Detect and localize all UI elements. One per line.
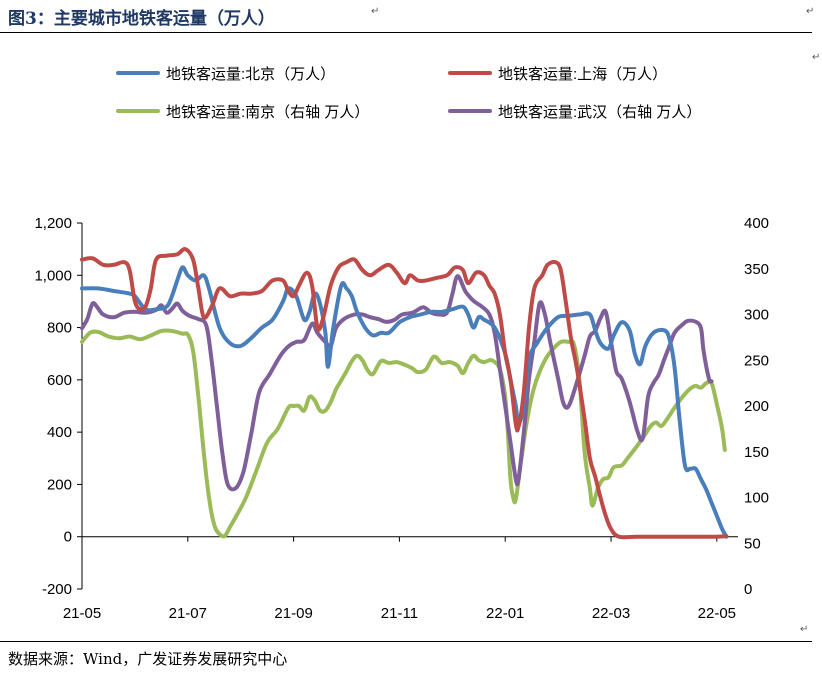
y-left-tick-label: 200 xyxy=(47,476,72,493)
x-tick-label: 21-07 xyxy=(169,605,207,622)
legend-label-wuhan: 地铁客运量:武汉（右轴 万人） xyxy=(498,104,701,121)
y-left-tick-label: -200 xyxy=(42,581,72,598)
y-left-tick-label: 400 xyxy=(47,424,72,441)
series-line-beijing xyxy=(80,265,729,539)
series-layer xyxy=(80,247,729,540)
y-right-tick-label: 150 xyxy=(744,444,769,461)
series-line-nanjing xyxy=(80,328,727,539)
y-right-tick-label: 0 xyxy=(744,581,752,598)
y-right-tick-label: 300 xyxy=(744,307,769,324)
legend: 地铁客运量:北京（万人） 地铁客运量:上海（万人） 地铁客运量:南京（右轴 万人） 地… xyxy=(116,66,701,121)
y-right-tick-label: 50 xyxy=(744,535,761,552)
y-right-tick-label: 400 xyxy=(744,215,769,232)
paragraph-mark-icon: ↵ xyxy=(806,6,815,17)
y-left-tick-label: 600 xyxy=(47,372,72,389)
y-left-tick-label: 1,000 xyxy=(34,267,72,284)
y-right-tick-label: 100 xyxy=(744,490,769,507)
y-left-tick-label: 0 xyxy=(64,529,72,546)
header-divider xyxy=(0,32,812,33)
footer-divider xyxy=(0,641,812,642)
series-line-shanghai xyxy=(80,247,729,540)
x-tick-label: 22-01 xyxy=(486,605,524,622)
x-tick-label: 21-05 xyxy=(63,605,101,622)
x-tick-label: 22-05 xyxy=(698,605,736,622)
y-left-tick-label: 800 xyxy=(47,320,72,337)
axes: -200 0 200 400 600 800 1,000 1,200 0 50 100 150 200 2… xyxy=(34,215,769,622)
legend-label-beijing: 地铁客运量:北京（万人） xyxy=(166,66,335,83)
data-source-note: 数据来源：Wind，广发证券发展研究中心 xyxy=(8,650,288,668)
paragraph-mark-icon: ↵ xyxy=(812,52,821,63)
series-line-wuhan xyxy=(80,274,714,492)
y-left-tick-label: 1,200 xyxy=(34,215,72,232)
x-tick-label: 21-11 xyxy=(381,605,418,622)
chart-title: 图3：主要城市地铁客运量（万人） xyxy=(8,9,275,29)
paragraph-mark-icon: ↵ xyxy=(371,6,380,17)
y-right-tick-label: 250 xyxy=(744,352,769,369)
legend-label-nanjing: 地铁客运量:南京（右轴 万人） xyxy=(166,104,369,121)
y-right-tick-label: 200 xyxy=(744,398,769,415)
x-tick-label: 21-09 xyxy=(274,605,312,622)
x-tick-label: 22-03 xyxy=(592,605,630,622)
legend-label-shanghai: 地铁客运量:上海（万人） xyxy=(498,66,667,83)
paragraph-mark-icon: ↵ xyxy=(800,624,809,635)
y-right-tick-label: 350 xyxy=(744,261,769,278)
